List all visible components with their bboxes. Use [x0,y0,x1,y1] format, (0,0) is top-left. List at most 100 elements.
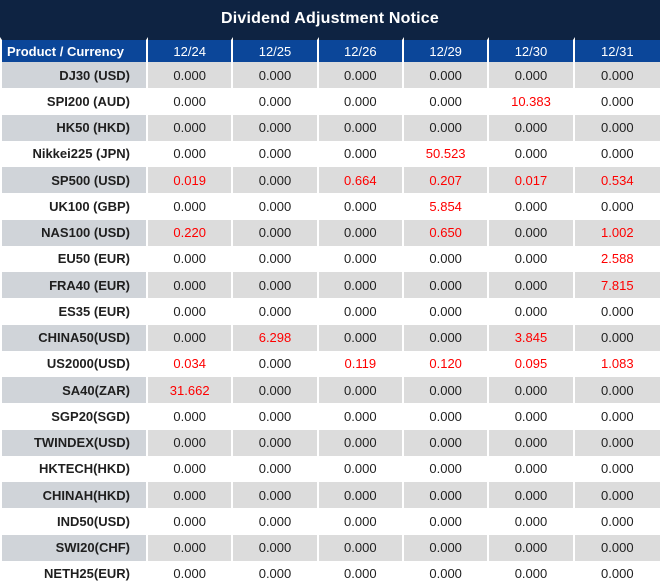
value-cell: 31.662 [148,377,234,404]
table-row: US2000(USD) 0.034 0.000 0.119 0.120 0.095 1.08… [0,350,660,377]
value-cell: 0.000 [318,272,404,299]
product-label: CHINA50(USD) [0,324,148,351]
value-cell: 0.034 [148,350,234,377]
table-row: HKTECH(HKD) 0.000 0.000 0.000 0.000 0.000 0.00… [0,455,660,482]
value-cell: 0.000 [403,377,490,404]
value-cell: 0.119 [318,350,404,377]
value-cell: 0.000 [318,193,404,220]
value-cell: 0.000 [233,429,319,456]
value-cell: 0.000 [148,534,234,561]
value-cell: 0.000 [574,88,660,115]
value-cell: 0.000 [574,377,660,404]
value-cell: 0.000 [318,114,404,141]
page-title: Dividend Adjustment Notice [221,9,439,27]
product-label: US2000(USD) [0,350,148,377]
value-cell: 0.000 [148,508,234,535]
table-row: EU50 (EUR) 0.000 0.000 0.000 0.000 0.000 2.588 [0,245,660,272]
value-cell: 0.000 [148,272,234,299]
value-cell: 10.383 [489,88,575,115]
value-cell: 0.000 [233,167,319,194]
value-cell: 0.000 [574,298,660,325]
product-label: Nikkei225 (JPN) [0,140,148,167]
value-cell: 3.845 [489,324,575,351]
value-cell: 0.000 [318,508,404,535]
value-cell: 1.083 [574,350,660,377]
value-cell: 0.000 [148,455,234,482]
value-cell: 0.017 [489,167,575,194]
value-cell: 0.000 [574,455,660,482]
value-cell: 0.000 [574,482,660,509]
value-cell: 0.000 [233,114,319,141]
product-label: IND50(USD) [0,508,148,535]
table-body: DJ30 (USD) 0.000 0.000 0.000 0.000 0.000 0.000… [0,62,660,587]
column-header-date: 12/25 [233,37,319,62]
value-cell: 0.000 [318,88,404,115]
dividend-table: Product / Currency 12/24 12/25 12/26 12/29 1… [0,37,660,587]
column-header-date: 12/30 [489,37,575,62]
value-cell: 0.000 [574,403,660,430]
value-cell: 0.000 [318,429,404,456]
table-row: CHINAH(HKD) 0.000 0.000 0.000 0.000 0.000 0.00… [0,482,660,509]
value-cell: 0.000 [574,508,660,535]
column-header-date: 12/24 [148,37,234,62]
value-cell: 0.000 [318,62,404,89]
value-cell: 0.000 [233,534,319,561]
value-cell: 0.000 [318,219,404,246]
value-cell: 0.000 [403,482,490,509]
value-cell: 0.000 [403,324,490,351]
value-cell: 0.000 [318,140,404,167]
product-label: SGP20(SGD) [0,403,148,430]
value-cell: 0.000 [233,482,319,509]
value-cell: 0.000 [403,403,490,430]
value-cell: 0.000 [574,324,660,351]
product-label: EU50 (EUR) [0,245,148,272]
value-cell: 0.000 [148,482,234,509]
value-cell: 0.000 [403,88,490,115]
value-cell: 0.000 [489,245,575,272]
value-cell: 0.000 [233,140,319,167]
value-cell: 7.815 [574,272,660,299]
value-cell: 0.000 [489,62,575,89]
value-cell: 0.000 [403,245,490,272]
value-cell: 0.207 [403,167,490,194]
value-cell: 0.650 [403,219,490,246]
table-row: Nikkei225 (JPN) 0.000 0.000 0.000 50.523 0.00… [0,140,660,167]
value-cell: 0.019 [148,167,234,194]
product-label: CHINAH(HKD) [0,482,148,509]
table-row: CHINA50(USD) 0.000 6.298 0.000 0.000 3.845 0.0… [0,324,660,351]
table-row: NETH25(EUR) 0.000 0.000 0.000 0.000 0.000 0.00… [0,560,660,587]
product-label: UK100 (GBP) [0,193,148,220]
value-cell: 0.000 [403,429,490,456]
product-label: DJ30 (USD) [0,62,148,89]
table-row: SA40(ZAR) 31.662 0.000 0.000 0.000 0.000 0.000 [0,377,660,404]
value-cell: 0.000 [233,272,319,299]
value-cell: 0.000 [148,114,234,141]
value-cell: 0.000 [574,560,660,587]
table-row: SPI200 (AUD) 0.000 0.000 0.000 0.000 10.383 0.… [0,88,660,115]
value-cell: 0.000 [403,560,490,587]
value-cell: 0.000 [489,193,575,220]
value-cell: 0.000 [403,62,490,89]
product-label: FRA40 (EUR) [0,272,148,299]
value-cell: 0.120 [403,350,490,377]
value-cell: 0.000 [489,429,575,456]
value-cell: 0.000 [403,298,490,325]
value-cell: 0.000 [233,350,319,377]
product-label: SWI20(CHF) [0,534,148,561]
value-cell: 0.000 [489,508,575,535]
value-cell: 0.000 [318,324,404,351]
value-cell: 0.000 [318,403,404,430]
value-cell: 0.000 [233,508,319,535]
value-cell: 0.000 [233,193,319,220]
value-cell: 0.000 [574,140,660,167]
value-cell: 0.000 [318,245,404,272]
value-cell: 0.000 [233,88,319,115]
value-cell: 0.000 [233,245,319,272]
value-cell: 0.000 [489,403,575,430]
product-label: NAS100 (USD) [0,219,148,246]
value-cell: 0.000 [318,534,404,561]
table-row: TWINDEX(USD) 0.000 0.000 0.000 0.000 0.000 0.0… [0,429,660,456]
value-cell: 0.000 [489,219,575,246]
value-cell: 0.000 [318,482,404,509]
table-row: ES35 (EUR) 0.000 0.000 0.000 0.000 0.000 0.000 [0,298,660,325]
